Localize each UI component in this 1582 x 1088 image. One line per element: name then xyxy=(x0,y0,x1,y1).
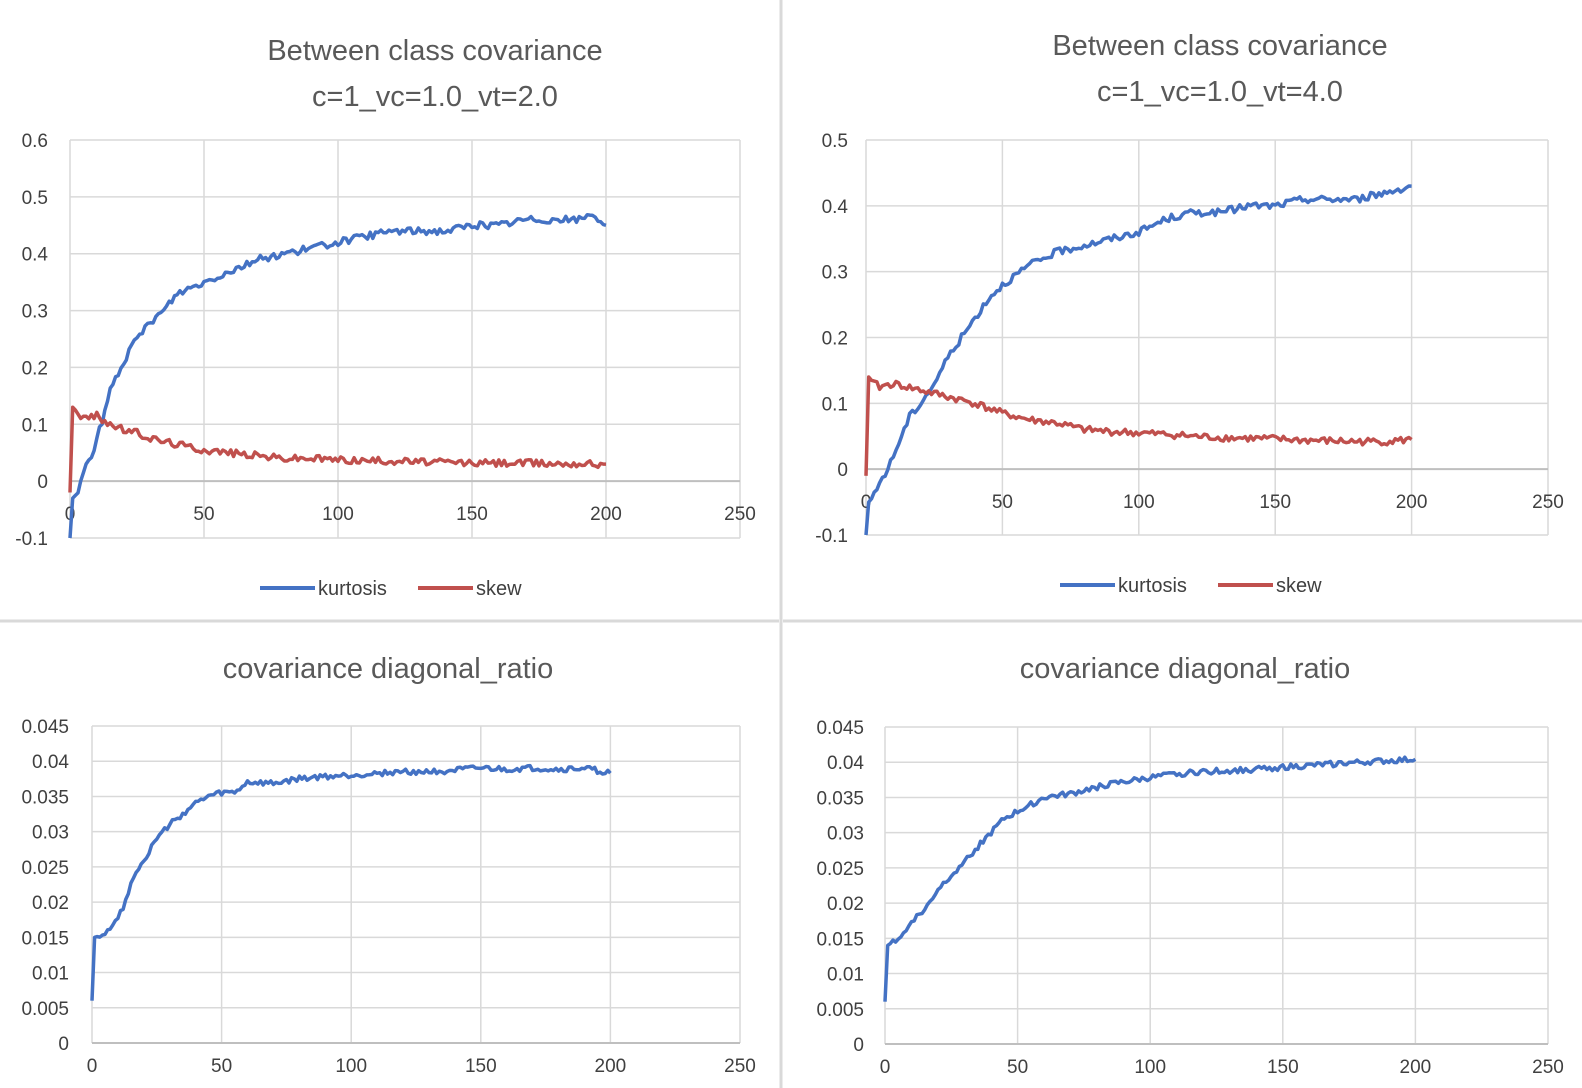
x-tick-label: 50 xyxy=(1007,1057,1028,1078)
series-line-skew xyxy=(864,375,1413,476)
y-tick-label: 0 xyxy=(837,460,848,481)
y-tick-label: 0.025 xyxy=(816,859,864,880)
y-tick-label: 0.04 xyxy=(827,753,864,774)
y-tick-label: 0.02 xyxy=(32,893,69,914)
plot-area: 0 0.005 0.01 0.015 0.02 0.025 0.03 0.035 0.04 0.0… xyxy=(816,718,1563,1078)
y-tick-label: 0.2 xyxy=(22,358,48,379)
y-tick-label: 0.5 xyxy=(22,188,48,209)
legend-label-kurtosis: kurtosis xyxy=(318,578,387,600)
y-tick-label: 0.4 xyxy=(22,245,49,266)
y-tick-label: 0.025 xyxy=(21,858,69,879)
y-tick-label: 0.2 xyxy=(822,329,848,350)
chart-title: Between class covariance xyxy=(267,35,602,67)
chart-legend: kurtosis skew xyxy=(260,578,522,600)
x-tick-label: 150 xyxy=(456,504,488,525)
x-tick-label: 50 xyxy=(211,1056,232,1077)
y-tick-label: 0.005 xyxy=(816,1000,864,1021)
chart-title: covariance diagonal_ratio xyxy=(223,653,554,685)
legend-label-skew: skew xyxy=(476,578,522,600)
y-tick-label: 0.01 xyxy=(32,964,69,985)
y-tick-label: 0.045 xyxy=(21,717,69,738)
y-tick-label: -0.1 xyxy=(15,529,48,550)
y-tick-label: 0 xyxy=(853,1035,864,1056)
chart-subtitle: c=1_vc=1.0_vt=2.0 xyxy=(312,81,558,113)
chart-panel-bottom-right: covariance diagonal_ratio 0 0.005 0.01 0.01… xyxy=(816,653,1563,1078)
y-tick-label: -0.1 xyxy=(815,526,848,547)
x-tick-label: 0 xyxy=(880,1057,891,1078)
x-tick-label: 50 xyxy=(992,492,1013,513)
x-tick-label: 200 xyxy=(595,1056,627,1077)
legend-label-skew: skew xyxy=(1276,575,1322,597)
series-line-kurtosis xyxy=(68,212,607,539)
x-tick-label: 150 xyxy=(1259,492,1291,513)
y-tick-label: 0.01 xyxy=(827,965,864,986)
y-tick-label: 0.6 xyxy=(22,131,48,152)
y-tick-label: 0.3 xyxy=(22,302,48,323)
y-tick-label: 0.3 xyxy=(822,263,848,284)
y-tick-label: 0.04 xyxy=(32,752,69,773)
y-tick-label: 0.5 xyxy=(822,131,848,152)
x-tick-label: 0 xyxy=(87,1056,98,1077)
y-tick-label: 0.035 xyxy=(21,787,69,808)
series-line-kurtosis xyxy=(864,184,1412,536)
x-tick-label: 100 xyxy=(1134,1057,1166,1078)
x-tick-label: 50 xyxy=(193,504,214,525)
chart-panel-top-left: Between class covariance c=1_vc=1.0_vt=2… xyxy=(15,35,756,600)
x-tick-label: 100 xyxy=(322,504,354,525)
x-tick-label: 250 xyxy=(724,504,756,525)
y-tick-label: 0.015 xyxy=(21,928,69,949)
x-tick-label: 250 xyxy=(1532,1057,1564,1078)
chart-title: Between class covariance xyxy=(1052,30,1387,62)
plot-area: 0 0.005 0.01 0.015 0.02 0.025 0.03 0.035 0.04 0.0… xyxy=(21,717,755,1077)
y-tick-label: 0.1 xyxy=(22,415,48,436)
y-tick-label: 0.1 xyxy=(822,394,848,415)
series-line-skew xyxy=(68,405,606,493)
y-tick-label: 0.03 xyxy=(827,824,864,845)
plot-area: -0.100.10.20.30.40.50.60 50 100 150 200 250 xyxy=(15,131,756,550)
y-tick-label: 0 xyxy=(58,1034,69,1055)
x-tick-label: 100 xyxy=(335,1056,367,1077)
y-tick-label: 0.02 xyxy=(827,894,864,915)
x-tick-label: 150 xyxy=(1267,1057,1299,1078)
plot-area: -0.1 0 0.1 0.2 0.3 0.4 0.5 0 50 100 150 200 250 xyxy=(815,131,1564,547)
chart-panel-top-right: Between class covariance c=1_vc=1.0_vt=4… xyxy=(815,30,1564,597)
y-tick-label: 0.4 xyxy=(822,197,849,218)
y-tick-label: 0 xyxy=(37,472,48,493)
x-tick-label: 200 xyxy=(1400,1057,1432,1078)
x-tick-label: 0 xyxy=(861,492,872,513)
x-tick-label: 200 xyxy=(1396,492,1428,513)
x-tick-label: 200 xyxy=(590,504,622,525)
y-tick-label: 0.015 xyxy=(816,929,864,950)
chart-subtitle: c=1_vc=1.0_vt=4.0 xyxy=(1097,76,1343,108)
y-tick-label: 0.035 xyxy=(816,788,864,809)
y-tick-label: 0.005 xyxy=(21,999,69,1020)
y-tick-label: 0.03 xyxy=(32,823,69,844)
x-tick-label: 150 xyxy=(465,1056,497,1077)
x-tick-label: 250 xyxy=(724,1056,756,1077)
legend-label-kurtosis: kurtosis xyxy=(1118,575,1187,597)
series-line-diagonal_ratio xyxy=(883,755,1417,1002)
series-line-diagonal_ratio xyxy=(90,763,612,1001)
chart-panel-bottom-left: covariance diagonal_ratio 0 0.005 0.01 0.01… xyxy=(21,653,755,1077)
chart-title: covariance diagonal_ratio xyxy=(1020,653,1351,685)
chart-legend: kurtosis skew xyxy=(1060,575,1322,597)
x-tick-label: 250 xyxy=(1532,492,1564,513)
y-tick-label: 0.045 xyxy=(816,718,864,739)
x-tick-label: 100 xyxy=(1123,492,1155,513)
